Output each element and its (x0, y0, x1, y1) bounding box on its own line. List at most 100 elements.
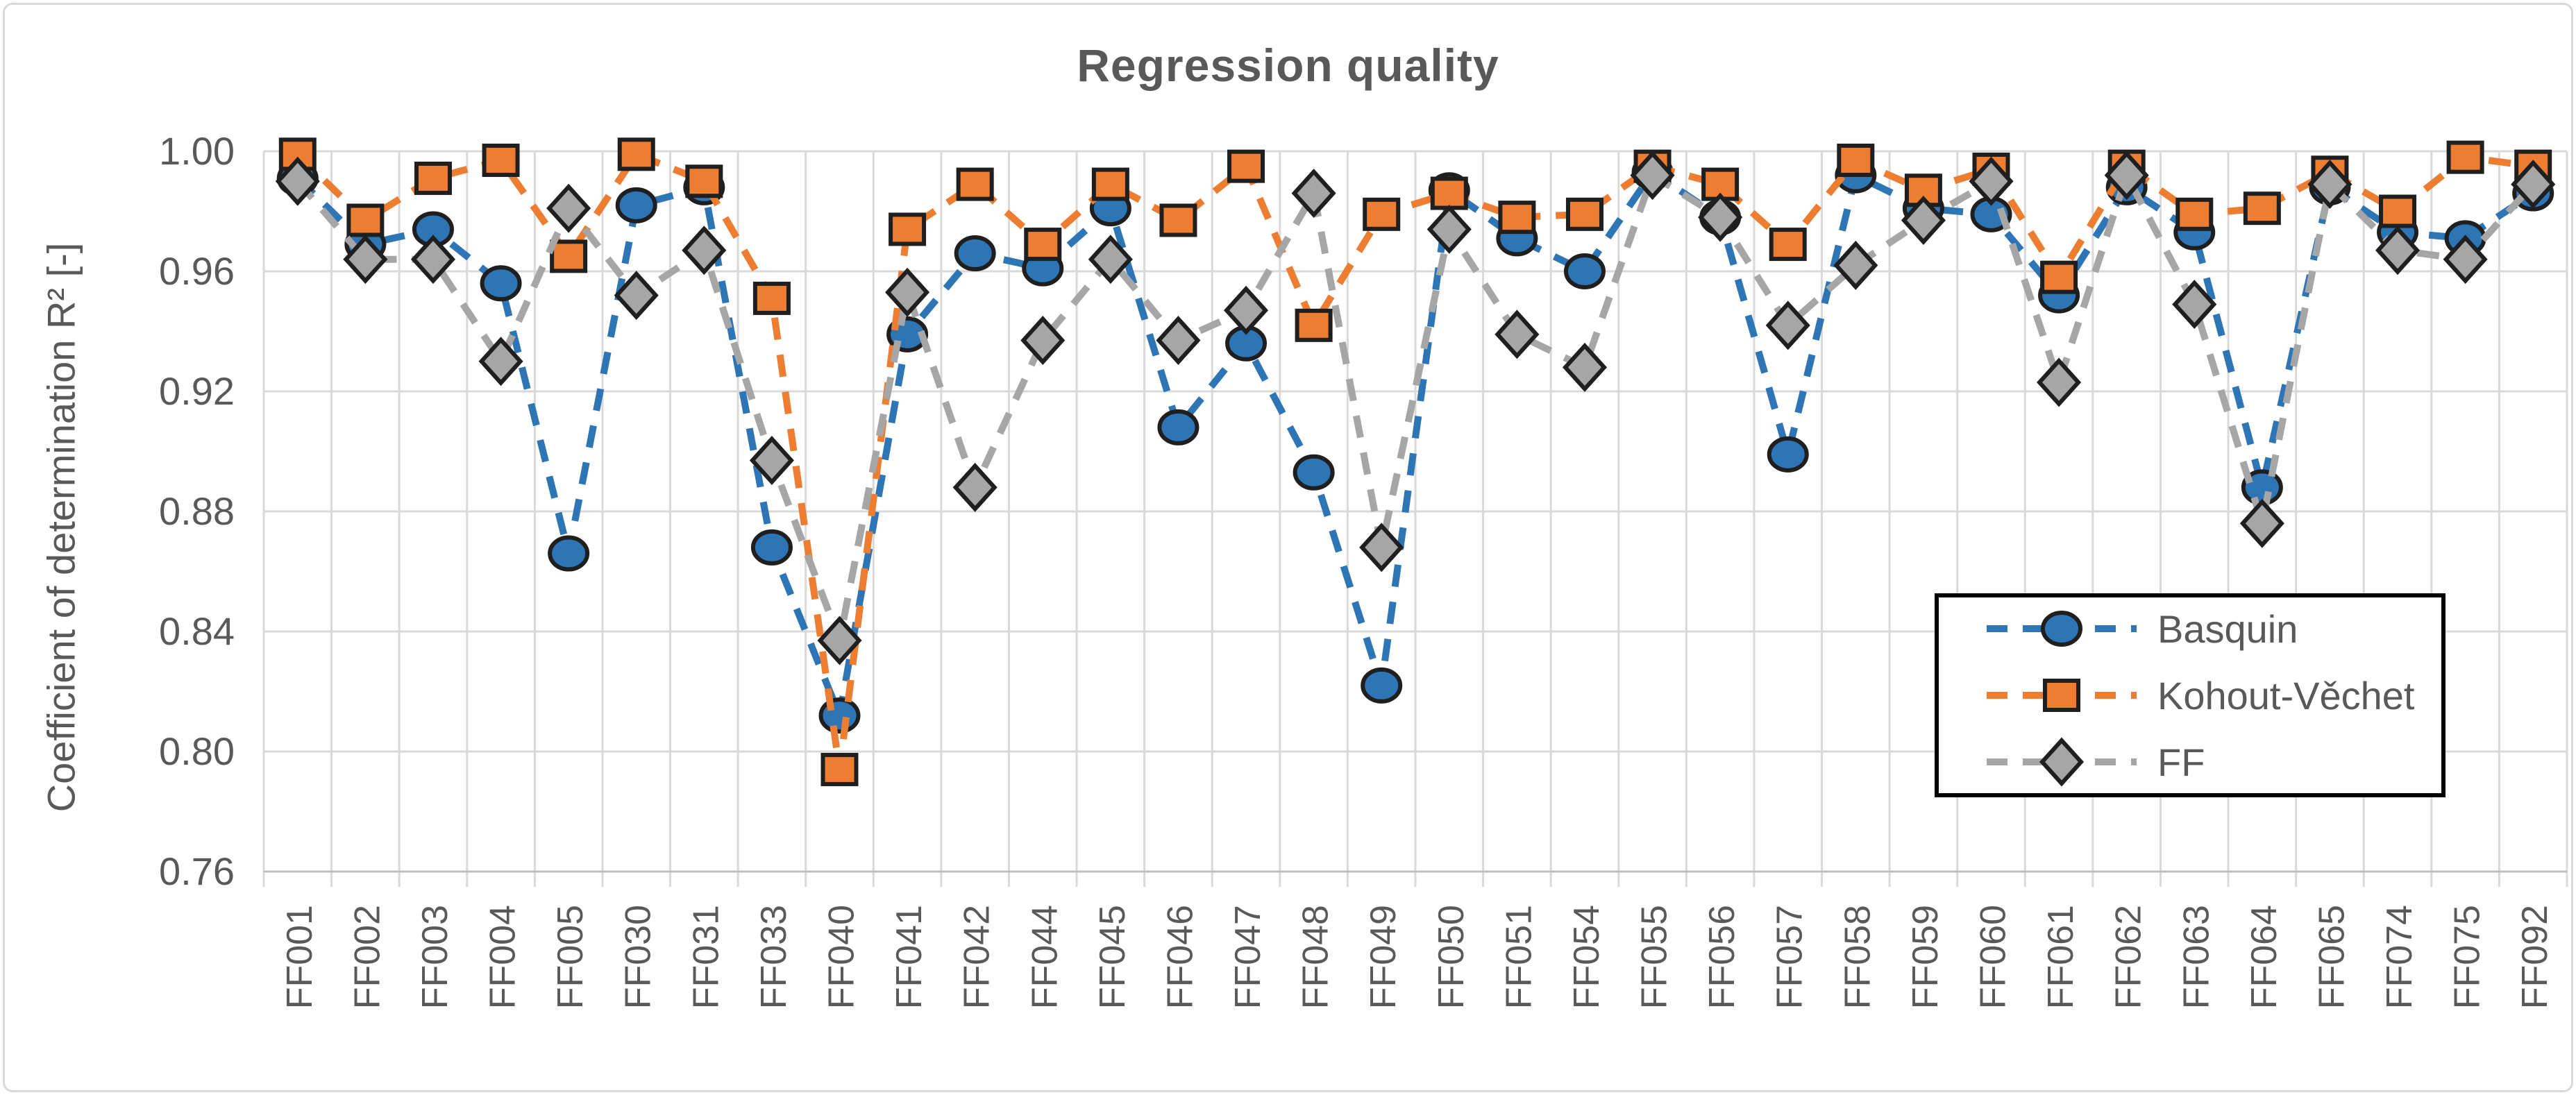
diamond-marker (1765, 300, 1810, 350)
x-tick-label: FF055 (1635, 905, 1675, 1009)
circle-legend-icon (2041, 611, 2082, 647)
square-legend-icon (2043, 679, 2080, 712)
circle-marker (1767, 436, 1809, 473)
circle-marker (1563, 253, 1606, 289)
diamond-marker (952, 462, 997, 512)
diamond-marker (885, 267, 930, 317)
diamond-marker (2375, 226, 2421, 275)
diamond-marker (1630, 151, 1675, 201)
square-marker (2446, 140, 2484, 174)
diamond-marker (1020, 315, 1066, 365)
x-tick-label: FF063 (2176, 905, 2216, 1009)
diamond-marker (1833, 240, 1878, 290)
y-tick-label: 0.96 (159, 249, 235, 293)
series-line-ff (295, 166, 2536, 654)
x-tick-label: FF065 (2312, 905, 2352, 1009)
diamond-marker (2037, 357, 2082, 407)
x-tick-label: FF048 (1296, 905, 1336, 1009)
circle-marker (548, 535, 590, 572)
diamond-marker (2511, 160, 2556, 210)
diamond-marker (1359, 523, 1404, 572)
diamond-marker (817, 616, 862, 665)
diamond-marker (1223, 285, 1269, 335)
legend-label: Basquin (2157, 607, 2298, 651)
diamond-marker (275, 156, 320, 206)
x-tick-label: FF003 (415, 905, 455, 1009)
circle-marker (954, 235, 996, 272)
diamond-marker (2104, 151, 2149, 201)
x-tick-label: FF041 (889, 905, 929, 1009)
x-tick-label: FF059 (1905, 905, 1946, 1009)
x-tick-label: FF001 (280, 905, 320, 1009)
square-marker (2379, 194, 2417, 228)
y-tick-label: 0.84 (159, 609, 235, 653)
x-tick-label: FF051 (1499, 905, 1539, 1009)
x-tick-label: FF047 (1228, 905, 1268, 1009)
diamond-marker (682, 226, 727, 275)
square-marker (1363, 197, 1401, 231)
x-tick-label: FF074 (2380, 905, 2420, 1009)
x-tick-label: FF040 (822, 905, 862, 1009)
x-tick-label: FF030 (618, 905, 659, 1009)
square-marker (1159, 203, 1197, 237)
square-marker (1091, 167, 1129, 201)
diamond-marker (614, 271, 659, 321)
x-tick-label: FF033 (754, 905, 794, 1009)
diamond-marker (1495, 309, 1540, 359)
series-line-kohout-věchet (295, 150, 2534, 770)
diamond-marker (1426, 204, 1472, 254)
diamond-marker (2443, 235, 2488, 285)
x-tick-label: FF050 (1431, 905, 1472, 1009)
diamond-marker (410, 235, 456, 285)
square-marker (752, 281, 791, 315)
diamond-marker (343, 235, 388, 285)
diamond-marker (749, 435, 794, 485)
square-marker (550, 239, 588, 273)
square-marker (1498, 201, 1536, 235)
diamond-legend-icon (2039, 737, 2085, 787)
x-tick-label: FF046 (1160, 905, 1200, 1009)
x-tick-label: FF049 (1363, 905, 1404, 1009)
diamond-marker (2307, 160, 2352, 210)
x-tick-label: FF002 (347, 905, 387, 1009)
diamond-marker (1562, 342, 1608, 392)
circle-marker (480, 265, 522, 302)
legend-label: Kohout-Věchet (2157, 674, 2415, 718)
square-marker (1295, 308, 1333, 342)
diamond-marker (1291, 169, 1336, 219)
x-tick-label: FF004 (483, 905, 523, 1009)
square-marker (346, 203, 385, 237)
diamond-marker (2172, 280, 2217, 330)
square-marker (956, 167, 994, 201)
square-marker (820, 752, 859, 786)
square-marker (1430, 176, 1468, 210)
diamond-marker (1698, 192, 1743, 242)
y-tick-label: 0.76 (159, 849, 235, 893)
square-marker (1024, 228, 1062, 262)
series-line-basquin (295, 167, 2535, 729)
diamond-marker (478, 337, 523, 387)
square-marker (1227, 149, 1265, 183)
square-marker (685, 164, 723, 198)
diamond-marker (2239, 498, 2284, 548)
x-tick-label: FF045 (1093, 905, 1133, 1009)
square-marker (2175, 197, 2214, 231)
diamond-marker (1156, 315, 1201, 365)
legend-box (1935, 593, 2445, 797)
square-marker (1565, 197, 1603, 231)
x-tick-label: FF056 (1702, 905, 1742, 1009)
square-marker (1769, 228, 1807, 262)
square-marker (2243, 192, 2281, 226)
x-tick-label: FF044 (1025, 905, 1065, 1009)
circle-marker (615, 187, 657, 223)
circle-marker (750, 529, 793, 566)
y-tick-label: 0.80 (159, 729, 235, 773)
x-tick-label: FF042 (957, 905, 997, 1009)
x-tick-label: FF057 (1770, 905, 1810, 1009)
legend-label: FF (2157, 740, 2205, 784)
x-tick-label: FF064 (2244, 905, 2284, 1009)
diamond-marker (546, 183, 591, 233)
square-marker (414, 161, 452, 195)
diamond-marker (1088, 235, 1133, 285)
